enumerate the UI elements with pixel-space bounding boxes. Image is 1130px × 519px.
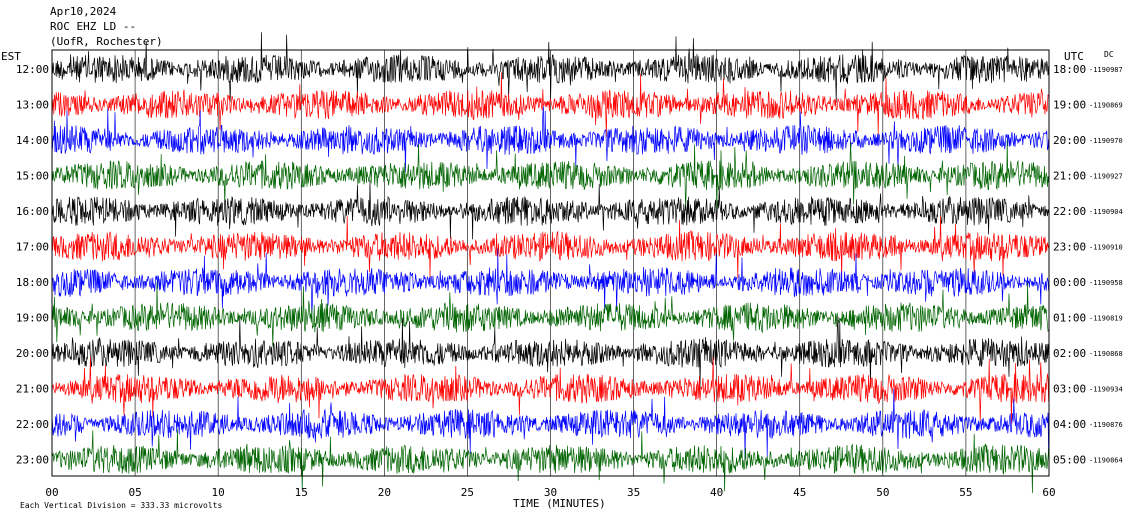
- x-tick-label: 10: [212, 486, 225, 499]
- dc-offset-label: -1190958: [1089, 279, 1123, 287]
- dc-offset-label: -1190927: [1089, 173, 1123, 181]
- trace-row-1600: [51, 180, 1049, 240]
- x-tick-label: 25: [461, 486, 474, 499]
- trace-row-1800: [51, 248, 1049, 315]
- dc-offset-label: -1190934: [1089, 386, 1123, 394]
- utc-hour-label: 03:00: [1053, 383, 1086, 396]
- x-tick-label: 15: [295, 486, 308, 499]
- station-label: (UofR, Rochester): [50, 35, 163, 48]
- est-hour-label: 19:00: [16, 312, 49, 325]
- x-tick-label: 45: [793, 486, 806, 499]
- x-tick-label: 20: [378, 486, 391, 499]
- utc-hour-label: 01:00: [1053, 312, 1086, 325]
- trace-row-2000: [51, 316, 1049, 390]
- trace-row-1500: [51, 140, 1049, 211]
- channel-label: ROC EHZ LD --: [50, 20, 136, 33]
- utc-hour-label: 23:00: [1053, 241, 1086, 254]
- x-tick-label: 30: [544, 486, 557, 499]
- est-hour-label: 20:00: [16, 347, 49, 360]
- utc-hour-label: 19:00: [1053, 99, 1086, 112]
- utc-hour-label: 04:00: [1053, 418, 1086, 431]
- dc-offset-label: -1190819: [1089, 315, 1123, 323]
- utc-hour-label: 05:00: [1053, 454, 1086, 467]
- trace-row-1300: [51, 72, 1049, 138]
- trace-row-2100: [51, 356, 1049, 424]
- est-hour-label: 23:00: [16, 454, 49, 467]
- trace-row-1900: [51, 282, 1049, 347]
- est-axis-label: EST: [1, 50, 21, 63]
- trace-row-1700: [51, 215, 1049, 283]
- dc-offset-label: -1190970: [1089, 137, 1123, 145]
- dc-offset-label: -1190864: [1089, 457, 1123, 465]
- trace-row-1200: [51, 32, 1049, 103]
- utc-hour-label: 18:00: [1053, 63, 1086, 76]
- trace-row-2200: [51, 388, 1049, 460]
- x-tick-label: 05: [128, 486, 141, 499]
- dc-offset-label: -1190904: [1089, 208, 1123, 216]
- dc-offset-label: -1190869: [1089, 102, 1123, 110]
- dc-offset-label: -1190910: [1089, 244, 1123, 252]
- utc-hour-label: 21:00: [1053, 170, 1086, 183]
- x-tick-label: 40: [710, 486, 723, 499]
- dc-axis-label: DC: [1104, 50, 1114, 59]
- est-hour-label: 21:00: [16, 383, 49, 396]
- x-axis-title: TIME (MINUTES): [513, 497, 606, 510]
- x-tick-label: 00: [45, 486, 58, 499]
- footer-scale-note: Each Vertical Division = 333.33 microvol…: [20, 501, 222, 510]
- date-label: Apr10,2024: [50, 5, 117, 18]
- plot-frame: [51, 49, 1050, 477]
- est-hour-label: 13:00: [16, 99, 49, 112]
- est-hour-label: 22:00: [16, 418, 49, 431]
- dc-offset-label: -1190987: [1089, 66, 1123, 74]
- x-tick-label: 60: [1042, 486, 1055, 499]
- utc-hour-label: 22:00: [1053, 205, 1086, 218]
- vertical-gridlines: [134, 50, 967, 476]
- dc-offset-label: -1190876: [1089, 421, 1123, 429]
- est-hour-label: 16:00: [16, 205, 49, 218]
- seismic-traces: [51, 32, 1049, 494]
- utc-hour-label: 20:00: [1053, 134, 1086, 147]
- x-tick-label: 50: [876, 486, 889, 499]
- est-hour-label: 17:00: [16, 241, 49, 254]
- est-hour-label: 12:00: [16, 63, 49, 76]
- utc-axis-label: UTC: [1064, 50, 1084, 63]
- trace-row-2300: [51, 429, 1049, 494]
- est-hour-label: 14:00: [16, 134, 49, 147]
- dc-offset-label: -1190868: [1089, 350, 1123, 358]
- x-tick-label: 35: [627, 486, 640, 499]
- x-tick-label: 55: [959, 486, 972, 499]
- utc-hour-label: 00:00: [1053, 276, 1086, 289]
- utc-hour-label: 02:00: [1053, 347, 1086, 360]
- est-hour-label: 15:00: [16, 170, 49, 183]
- trace-row-1400: [51, 106, 1049, 173]
- est-hour-label: 18:00: [16, 276, 49, 289]
